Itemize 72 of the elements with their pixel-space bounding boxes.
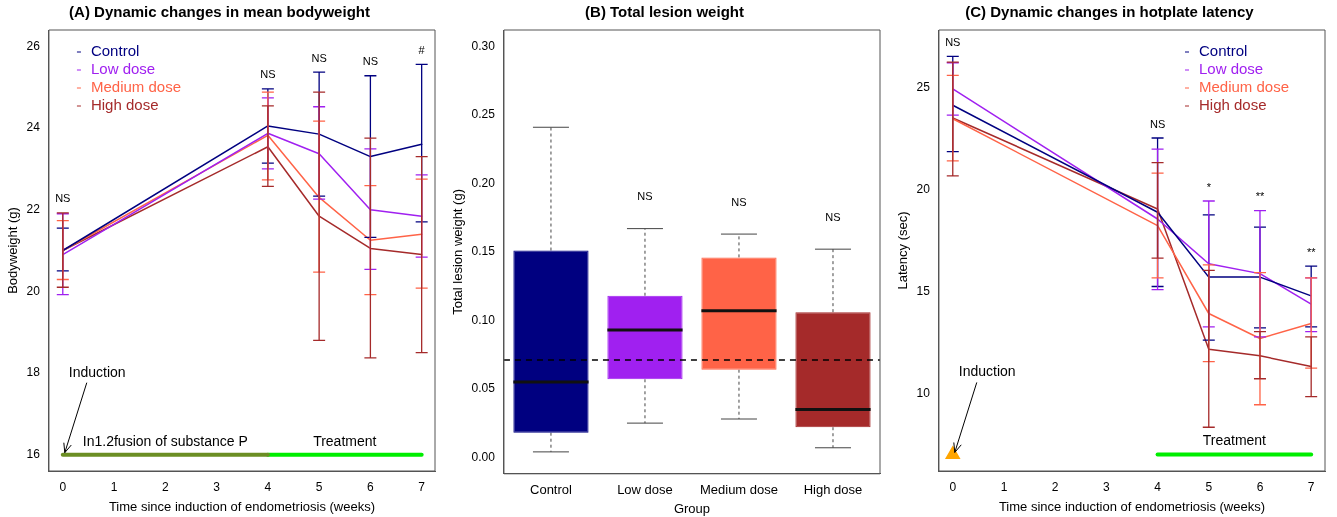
x-tick-label: 1 — [1000, 479, 1008, 494]
legend-label: High dose — [1199, 96, 1267, 114]
legend-label: Low dose — [1199, 60, 1264, 78]
x-tick-label: 3 — [1103, 479, 1111, 494]
x-axis-title: Time since induction of endometriosis (weeks) — [108, 498, 376, 514]
y-tick-label: 0.10 — [471, 312, 496, 327]
y-tick-label: 0.00 — [471, 449, 496, 464]
y-tick-label: 15 — [916, 284, 931, 299]
annotation: NS — [731, 195, 747, 208]
annotation: NS — [825, 210, 841, 223]
y-tick-label: 20 — [916, 181, 931, 196]
x-tick-label: 6 — [367, 479, 375, 494]
annotation: ** — [1306, 245, 1317, 258]
y-tick-label: 0.30 — [471, 38, 496, 53]
x-tick-label: 2 — [1051, 479, 1059, 494]
y-tick-label: 25 — [916, 79, 931, 94]
y-tick-label: 0.20 — [471, 175, 496, 190]
x-tick-label: 2 — [161, 479, 169, 494]
annotation: In1.2fusion of substance P — [82, 432, 248, 449]
annotation: # — [418, 43, 426, 56]
annotation: Treatment — [1202, 432, 1267, 449]
x-tick-label: 5 — [315, 479, 323, 494]
legend-label: High dose — [90, 96, 159, 114]
x-tick-label: High dose — [803, 482, 863, 498]
y-axis-title: Bodyweight (g) — [5, 207, 21, 294]
chart-title: (B) Total lesion weight — [585, 3, 744, 21]
chart-title: (A) Dynamic changes in mean bodyweight — [69, 3, 370, 21]
y-tick-label: 24 — [26, 120, 41, 135]
chart-title: (C) Dynamic changes in hotplate latency — [965, 3, 1255, 21]
x-tick-label: Control — [530, 482, 573, 498]
x-tick-label: 5 — [1205, 479, 1213, 494]
x-tick-label: 3 — [213, 479, 221, 494]
annotation: NS — [311, 51, 327, 64]
annotation: NS — [260, 68, 276, 81]
annotation: NS — [945, 35, 961, 48]
y-tick-label: 16 — [26, 446, 41, 461]
x-tick-label: 7 — [1307, 479, 1315, 494]
annotation: Induction — [68, 363, 126, 380]
x-tick-label: 6 — [1256, 479, 1264, 494]
annotation: Treatment — [313, 432, 377, 449]
annotation: NS — [1149, 117, 1166, 130]
annotation: NS — [55, 192, 71, 205]
x-tick-label: 4 — [264, 479, 272, 494]
legend-label: Control — [90, 42, 140, 60]
x-tick-label: Medium dose — [699, 482, 779, 498]
y-tick-label: 10 — [916, 386, 931, 401]
x-tick-label: 0 — [949, 479, 957, 494]
x-tick-label: 1 — [110, 479, 118, 494]
legend-label: Control — [1199, 42, 1248, 60]
y-tick-label: 0.15 — [471, 244, 496, 259]
annotation: NS — [362, 55, 379, 68]
x-tick-label: 4 — [1154, 479, 1162, 494]
y-axis-title: Total lesion weight (g) — [450, 189, 466, 315]
annotation: * — [1206, 180, 1212, 193]
y-tick-label: 20 — [26, 283, 41, 298]
legend-label: Medium dose — [1199, 78, 1290, 96]
x-tick-label: 0 — [59, 479, 67, 494]
x-tick-label: 7 — [418, 479, 426, 494]
y-tick-label: 0.05 — [471, 381, 496, 396]
y-tick-label: 22 — [26, 201, 41, 216]
y-tick-label: 26 — [26, 38, 41, 53]
annotation: ** — [1255, 190, 1265, 203]
annotation: NS — [637, 190, 653, 203]
y-axis-title: Latency (sec) — [895, 211, 911, 290]
legend-label: Medium dose — [90, 78, 181, 96]
x-axis-title: Group — [673, 500, 711, 516]
annotation: Induction — [958, 363, 1016, 380]
y-tick-label: 0.25 — [471, 107, 496, 122]
x-tick-label: Low dose — [617, 482, 673, 498]
legend-label: Low dose — [90, 60, 156, 78]
x-axis-title: Time since induction of endometriosis (weeks) — [998, 498, 1266, 514]
y-tick-label: 18 — [26, 365, 41, 380]
